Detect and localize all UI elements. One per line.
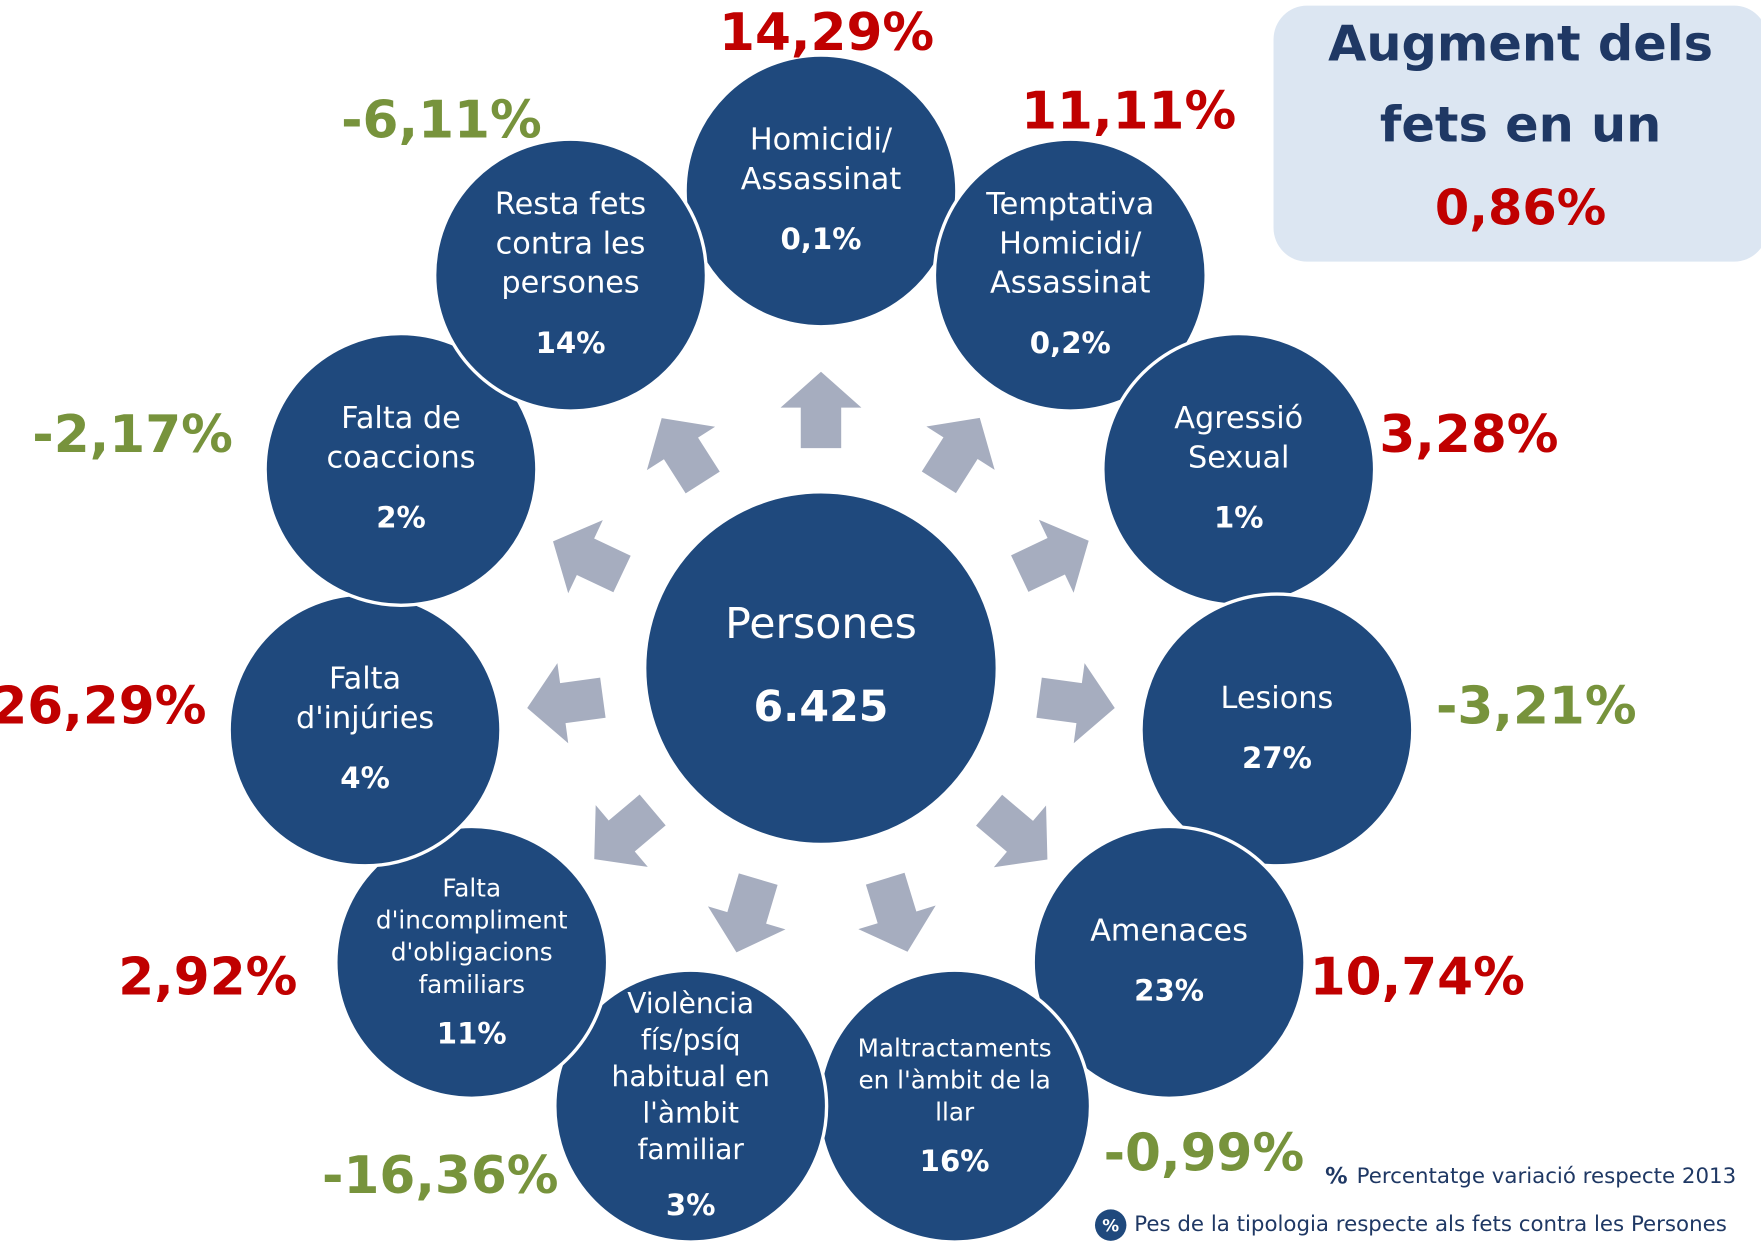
node-weight: 3%	[666, 1188, 716, 1222]
node-weight: 1%	[1214, 500, 1264, 534]
node	[553, 968, 829, 1242]
node	[1031, 824, 1307, 1100]
node-change: -0,99%	[1104, 1124, 1305, 1184]
node-label: persones	[501, 266, 639, 301]
summary-line: fets en un	[1380, 96, 1661, 154]
node-change: 3,28%	[1379, 405, 1558, 465]
node-label: Falta de	[341, 401, 461, 436]
node-label: familiar	[637, 1133, 744, 1166]
arrow	[1036, 663, 1115, 744]
node-change: -2,17%	[32, 405, 233, 465]
center-label: Persones	[725, 599, 917, 649]
node	[432, 137, 709, 413]
node	[932, 137, 1208, 413]
node-label: l'àmbit	[642, 1097, 739, 1130]
summary-value: 0,86%	[1435, 179, 1606, 237]
node-label: Falta	[329, 661, 401, 696]
node-label: Temptativa	[985, 187, 1154, 222]
node-label: familiars	[418, 970, 525, 999]
arrow	[780, 371, 862, 449]
node	[683, 53, 959, 329]
node-change: 26,29%	[0, 677, 206, 737]
node-weight: 23%	[1134, 974, 1204, 1008]
node-label: habitual en	[612, 1060, 770, 1093]
legend-text: Percentatge variació respecte 2013	[1357, 1164, 1737, 1189]
node	[334, 824, 610, 1100]
node-label: Sexual	[1188, 440, 1290, 475]
node-weight: 0,2%	[1030, 326, 1111, 360]
node-label: d'injúries	[296, 701, 434, 736]
center-value: 6.425	[754, 682, 889, 732]
node	[1139, 592, 1415, 868]
node-change: -16,36%	[322, 1146, 559, 1206]
node-label: Violència	[627, 987, 754, 1020]
node-change: -3,21%	[1436, 677, 1637, 737]
node-label: llar	[935, 1098, 975, 1127]
legend-dot	[1094, 1209, 1127, 1241]
arrow	[646, 418, 720, 494]
node-weight: 2%	[376, 500, 426, 534]
node-change: 2,92%	[118, 947, 297, 1007]
node-label: Assassinat	[741, 162, 902, 197]
arrow	[858, 872, 936, 952]
node-weight: 14%	[536, 326, 606, 360]
arrow	[921, 417, 995, 494]
node-weight: 4%	[340, 761, 390, 795]
node-weight: 27%	[1242, 741, 1312, 775]
node-label: Lesions	[1221, 681, 1334, 716]
node-weight: 11%	[437, 1016, 507, 1050]
node-label: Maltractaments	[858, 1033, 1052, 1062]
node-label: Homicidi/	[999, 226, 1142, 261]
node-change: -6,11%	[341, 91, 542, 151]
summary-line: Augment dels	[1328, 15, 1713, 73]
summary-box	[1273, 5, 1761, 262]
legend-text: Pes de la tipologia respecte als fets co…	[1134, 1212, 1727, 1237]
node-label: fís/psíq	[641, 1024, 741, 1057]
node-label: d'incompliment	[376, 906, 568, 935]
arrow	[527, 663, 606, 744]
node-change: 14,29%	[719, 3, 934, 63]
arrow	[553, 520, 631, 594]
node-label: Amenaces	[1090, 914, 1248, 949]
legend-symbol: %	[1102, 1215, 1119, 1235]
legend-symbol: %	[1325, 1163, 1347, 1189]
node-label: en l'àmbit de la	[858, 1065, 1050, 1094]
node	[263, 331, 539, 607]
arrow	[1011, 519, 1089, 593]
arrow	[976, 794, 1048, 868]
node-label: Homicidi/	[750, 122, 893, 157]
node-label: Falta	[442, 874, 501, 903]
arrow	[594, 794, 666, 867]
node-label: contra les	[496, 226, 646, 261]
arrow	[707, 873, 786, 953]
center-node	[642, 490, 999, 847]
node-change: 10,74%	[1310, 947, 1525, 1007]
node-label: Resta fets	[495, 187, 646, 222]
node-change: 11,11%	[1021, 82, 1236, 142]
node-label: Assassinat	[990, 266, 1151, 301]
node-label: coaccions	[326, 440, 475, 475]
node-label: d'obligacions	[391, 938, 553, 967]
node-weight: 16%	[920, 1144, 990, 1178]
node-weight: 0,1%	[781, 222, 862, 256]
node-label: Agressió	[1174, 401, 1303, 436]
